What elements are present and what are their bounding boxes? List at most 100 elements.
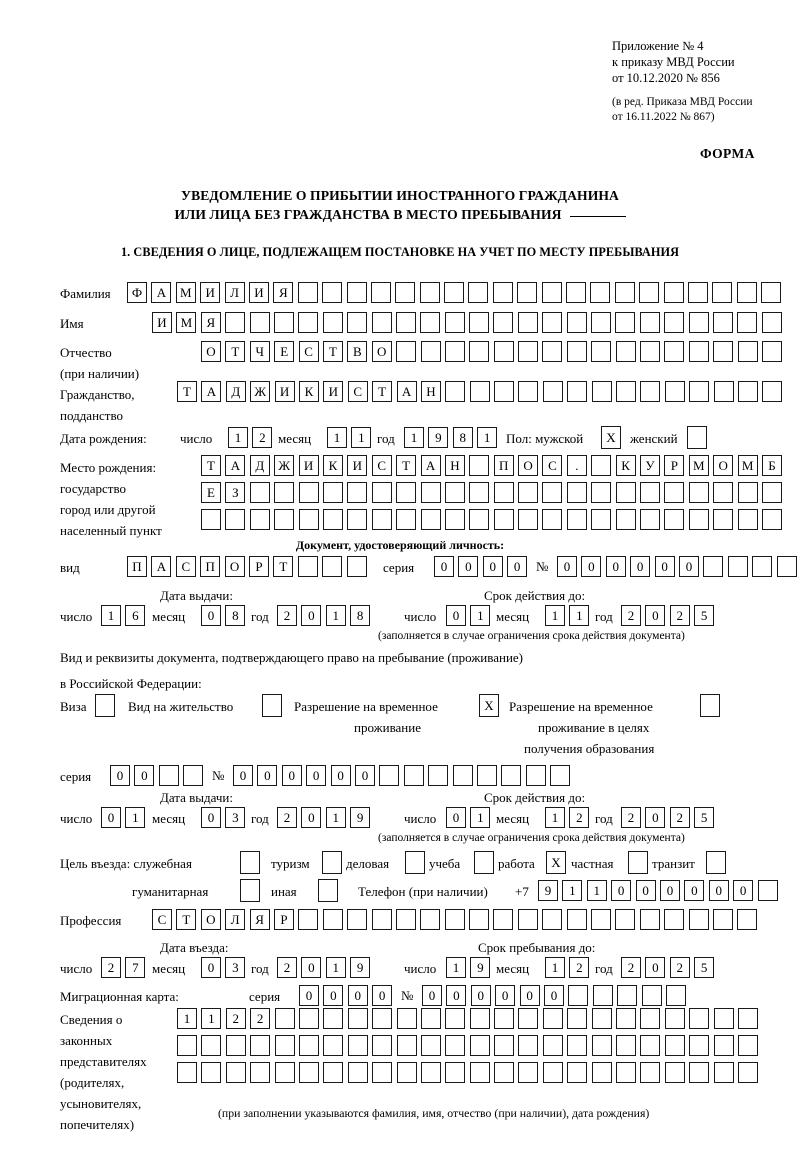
char-cell[interactable] bbox=[687, 282, 708, 303]
checkbox-purpose-tourism[interactable] bbox=[322, 851, 342, 874]
checkbox-purpose-business[interactable] bbox=[405, 851, 425, 874]
char-cell[interactable] bbox=[201, 1062, 222, 1083]
char-cell[interactable]: 0 bbox=[101, 807, 121, 828]
char-cell[interactable]: П bbox=[127, 556, 147, 577]
char-cell[interactable]: 0 bbox=[678, 556, 699, 577]
char-cell[interactable] bbox=[639, 909, 660, 930]
checkbox-residence-permit[interactable] bbox=[262, 694, 282, 717]
char-cell[interactable] bbox=[379, 765, 400, 786]
char-cell[interactable] bbox=[542, 381, 563, 402]
char-cell[interactable]: Ж bbox=[250, 381, 271, 402]
char-cell[interactable] bbox=[713, 1008, 734, 1029]
char-cell[interactable]: 1 bbox=[545, 605, 565, 626]
char-cell[interactable] bbox=[444, 482, 465, 503]
char-cell[interactable] bbox=[591, 909, 612, 930]
char-cell[interactable] bbox=[469, 341, 490, 362]
char-cell[interactable] bbox=[201, 509, 221, 530]
char-cell[interactable]: 2 bbox=[621, 957, 641, 978]
char-cell[interactable] bbox=[737, 1035, 758, 1056]
char-cell[interactable]: 5 bbox=[694, 605, 715, 626]
char-cell[interactable]: 0 bbox=[543, 985, 564, 1006]
checkbox-purpose-humanitarian[interactable] bbox=[240, 879, 260, 902]
char-cell[interactable]: Т bbox=[273, 556, 294, 577]
char-cell[interactable] bbox=[518, 1008, 539, 1029]
char-cell[interactable]: 3 bbox=[225, 957, 246, 978]
char-cell[interactable]: Я bbox=[249, 909, 270, 930]
char-cell[interactable]: 0 bbox=[201, 957, 221, 978]
char-cell[interactable]: Д bbox=[249, 455, 270, 476]
char-cell[interactable] bbox=[688, 482, 709, 503]
char-cell[interactable] bbox=[614, 282, 635, 303]
char-cell[interactable]: 8 bbox=[350, 605, 371, 626]
field-legal-rep-line-2[interactable] bbox=[177, 1035, 758, 1056]
char-cell[interactable]: И bbox=[200, 282, 221, 303]
char-cell[interactable]: 0 bbox=[659, 880, 680, 901]
char-cell[interactable]: 0 bbox=[611, 880, 632, 901]
char-cell[interactable] bbox=[323, 1035, 344, 1056]
char-cell[interactable]: 0 bbox=[519, 985, 540, 1006]
char-cell[interactable]: 0 bbox=[733, 880, 754, 901]
char-cell[interactable]: Я bbox=[273, 282, 294, 303]
char-cell[interactable]: 0 bbox=[557, 556, 577, 577]
char-cell[interactable]: 0 bbox=[630, 556, 651, 577]
char-cell[interactable] bbox=[615, 312, 636, 333]
char-cell[interactable]: 2 bbox=[277, 605, 297, 626]
char-cell[interactable] bbox=[322, 909, 343, 930]
char-cell[interactable] bbox=[501, 765, 522, 786]
char-cell[interactable] bbox=[322, 282, 343, 303]
char-cell[interactable] bbox=[542, 909, 563, 930]
char-cell[interactable]: А bbox=[420, 455, 441, 476]
char-cell[interactable] bbox=[615, 909, 636, 930]
char-cell[interactable] bbox=[346, 282, 367, 303]
char-cell[interactable] bbox=[396, 1008, 417, 1029]
char-cell[interactable] bbox=[469, 909, 490, 930]
char-cell[interactable] bbox=[639, 312, 660, 333]
char-cell[interactable] bbox=[444, 282, 465, 303]
char-cell[interactable]: 0 bbox=[645, 605, 666, 626]
char-cell[interactable] bbox=[492, 282, 513, 303]
char-cell[interactable] bbox=[736, 282, 757, 303]
char-cell[interactable] bbox=[469, 312, 490, 333]
char-cell[interactable]: И bbox=[248, 282, 269, 303]
checkbox-sex-male[interactable]: X bbox=[601, 426, 621, 449]
char-cell[interactable] bbox=[273, 312, 294, 333]
char-cell[interactable]: Ч bbox=[249, 341, 270, 362]
char-cell[interactable] bbox=[761, 282, 782, 303]
char-cell[interactable]: М bbox=[176, 312, 197, 333]
char-cell[interactable]: К bbox=[322, 455, 343, 476]
char-cell[interactable] bbox=[177, 1035, 197, 1056]
char-cell[interactable] bbox=[469, 455, 490, 476]
char-cell[interactable]: 0 bbox=[458, 556, 479, 577]
checkbox-purpose-study[interactable] bbox=[474, 851, 494, 874]
char-cell[interactable]: А bbox=[201, 381, 222, 402]
char-cell[interactable]: 2 bbox=[569, 807, 590, 828]
char-cell[interactable]: 1 bbox=[545, 957, 565, 978]
char-cell[interactable] bbox=[542, 312, 563, 333]
char-cell[interactable]: 0 bbox=[446, 985, 467, 1006]
char-cell[interactable]: 3 bbox=[225, 807, 246, 828]
char-cell[interactable]: Ж bbox=[274, 455, 295, 476]
char-cell[interactable] bbox=[591, 455, 612, 476]
char-cell[interactable]: 9 bbox=[428, 427, 449, 448]
checkbox-purpose-official[interactable] bbox=[240, 851, 260, 874]
char-cell[interactable]: К bbox=[615, 455, 636, 476]
char-cell[interactable]: М bbox=[175, 282, 196, 303]
char-cell[interactable]: З bbox=[225, 482, 246, 503]
char-cell[interactable] bbox=[420, 1008, 441, 1029]
char-cell[interactable] bbox=[469, 1008, 490, 1029]
char-cell[interactable] bbox=[542, 482, 563, 503]
char-cell[interactable] bbox=[591, 482, 612, 503]
char-cell[interactable]: 0 bbox=[422, 985, 442, 1006]
char-cell[interactable] bbox=[617, 985, 638, 1006]
char-cell[interactable]: Н bbox=[444, 455, 465, 476]
char-cell[interactable]: 2 bbox=[669, 605, 690, 626]
